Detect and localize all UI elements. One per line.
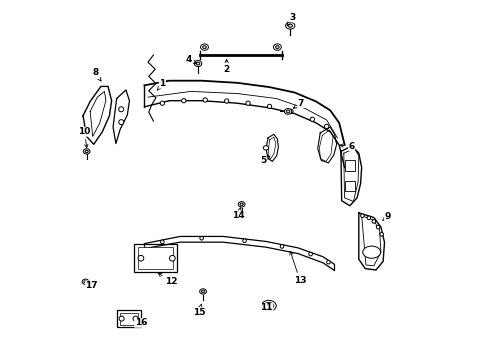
Bar xyxy=(117,310,141,327)
Ellipse shape xyxy=(194,60,202,67)
Text: 16: 16 xyxy=(134,318,147,327)
Circle shape xyxy=(242,239,246,243)
Ellipse shape xyxy=(287,24,292,27)
Circle shape xyxy=(309,117,314,121)
Text: 1: 1 xyxy=(157,79,165,90)
Bar xyxy=(345,181,354,192)
Text: 10: 10 xyxy=(78,127,90,148)
Ellipse shape xyxy=(261,300,276,311)
Ellipse shape xyxy=(83,149,90,154)
Circle shape xyxy=(324,124,328,129)
Circle shape xyxy=(371,220,375,223)
Ellipse shape xyxy=(84,280,87,283)
Text: 7: 7 xyxy=(293,99,304,108)
Text: 6: 6 xyxy=(339,141,354,150)
Text: 11: 11 xyxy=(260,303,272,312)
Ellipse shape xyxy=(201,290,204,293)
Text: 15: 15 xyxy=(192,304,205,317)
Circle shape xyxy=(326,260,329,264)
Circle shape xyxy=(288,109,292,113)
Ellipse shape xyxy=(82,279,89,284)
Text: 12: 12 xyxy=(158,273,177,286)
Text: 17: 17 xyxy=(85,281,98,290)
Circle shape xyxy=(160,101,164,105)
Ellipse shape xyxy=(85,150,88,153)
Circle shape xyxy=(280,245,283,248)
Circle shape xyxy=(360,214,364,217)
Circle shape xyxy=(308,252,312,256)
Circle shape xyxy=(181,99,185,103)
Circle shape xyxy=(376,225,379,229)
Bar xyxy=(120,313,138,325)
Ellipse shape xyxy=(285,22,294,29)
Text: 3: 3 xyxy=(286,13,295,26)
Text: 5: 5 xyxy=(260,156,269,165)
Ellipse shape xyxy=(263,146,268,150)
Circle shape xyxy=(366,216,370,220)
Circle shape xyxy=(138,255,143,261)
Circle shape xyxy=(224,99,228,103)
Ellipse shape xyxy=(263,302,273,309)
Circle shape xyxy=(169,255,175,261)
Ellipse shape xyxy=(196,62,200,65)
Ellipse shape xyxy=(273,44,281,50)
Circle shape xyxy=(203,98,207,102)
Circle shape xyxy=(200,237,203,240)
Ellipse shape xyxy=(284,109,291,114)
Circle shape xyxy=(245,101,250,105)
Text: 8: 8 xyxy=(92,68,101,81)
Text: 9: 9 xyxy=(382,212,390,221)
Ellipse shape xyxy=(203,46,206,49)
Circle shape xyxy=(160,240,164,244)
Text: 13: 13 xyxy=(289,251,305,284)
Circle shape xyxy=(379,233,383,236)
Ellipse shape xyxy=(199,289,206,294)
Bar xyxy=(138,247,173,269)
Ellipse shape xyxy=(238,202,244,207)
Bar xyxy=(134,244,177,272)
Text: 4: 4 xyxy=(185,55,196,64)
Circle shape xyxy=(133,316,138,321)
Ellipse shape xyxy=(240,203,243,206)
Ellipse shape xyxy=(200,44,208,50)
Text: 2: 2 xyxy=(223,59,229,74)
Ellipse shape xyxy=(285,110,289,113)
Circle shape xyxy=(119,107,123,112)
Ellipse shape xyxy=(275,46,279,49)
Circle shape xyxy=(119,120,123,125)
Circle shape xyxy=(119,316,124,321)
Ellipse shape xyxy=(362,246,380,258)
Circle shape xyxy=(267,104,271,109)
Bar xyxy=(345,160,354,171)
Text: 14: 14 xyxy=(231,208,244,220)
